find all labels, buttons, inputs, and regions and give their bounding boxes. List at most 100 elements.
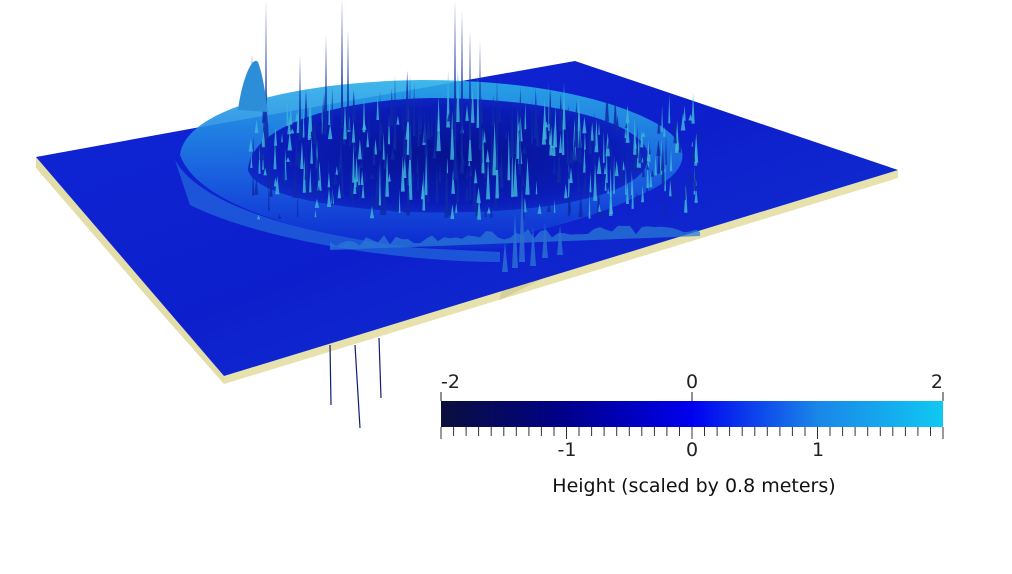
spike bbox=[613, 94, 617, 126]
spike bbox=[474, 168, 478, 184]
spike bbox=[607, 138, 611, 149]
spike bbox=[493, 189, 498, 209]
color-legend: -2 0 2 -1 0 1 Height (scaled by 0.8 mete… bbox=[440, 371, 944, 497]
spike bbox=[340, 0, 344, 128]
spike bbox=[295, 135, 298, 166]
spike bbox=[468, 169, 472, 200]
spike bbox=[302, 156, 306, 193]
spike bbox=[269, 183, 273, 196]
spike bbox=[511, 143, 514, 198]
spike bbox=[604, 175, 607, 191]
spike bbox=[248, 138, 254, 152]
spike bbox=[343, 103, 347, 140]
spike bbox=[385, 152, 389, 197]
spike bbox=[490, 122, 494, 175]
spike bbox=[460, 127, 463, 157]
spike bbox=[472, 167, 477, 211]
spike bbox=[607, 187, 610, 194]
spike bbox=[645, 186, 649, 193]
spike bbox=[640, 130, 644, 148]
spike bbox=[671, 173, 674, 201]
spike bbox=[421, 179, 424, 200]
spike bbox=[268, 176, 270, 211]
spike bbox=[614, 160, 619, 177]
downward-spikes bbox=[329, 337, 382, 429]
spike bbox=[281, 133, 283, 143]
spike bbox=[630, 170, 633, 196]
spike bbox=[263, 151, 267, 174]
spike bbox=[678, 135, 682, 153]
spike bbox=[486, 158, 491, 200]
spike bbox=[577, 160, 580, 192]
spike bbox=[298, 55, 302, 140]
spike bbox=[296, 187, 299, 218]
spike bbox=[376, 94, 379, 120]
spike bbox=[352, 190, 355, 204]
spike bbox=[254, 119, 259, 133]
spike bbox=[525, 157, 530, 195]
spike bbox=[456, 70, 460, 122]
spike bbox=[369, 205, 375, 219]
spike bbox=[590, 121, 594, 141]
spike bbox=[669, 179, 672, 197]
spike bbox=[572, 139, 577, 162]
spike bbox=[387, 118, 391, 127]
spike bbox=[438, 162, 441, 183]
spike bbox=[499, 149, 504, 189]
spike bbox=[495, 75, 499, 170]
spike bbox=[286, 92, 289, 126]
spike bbox=[552, 125, 556, 156]
spike bbox=[663, 167, 667, 172]
spike bbox=[632, 150, 638, 173]
spike bbox=[351, 89, 356, 121]
spike bbox=[468, 128, 472, 161]
spike bbox=[648, 141, 651, 155]
spike bbox=[475, 200, 478, 216]
spike bbox=[624, 127, 627, 139]
spike bbox=[562, 82, 566, 130]
spike bbox=[470, 85, 475, 123]
spike bbox=[646, 140, 651, 162]
spike bbox=[382, 182, 387, 215]
spike bbox=[551, 119, 554, 146]
spike bbox=[602, 130, 605, 163]
spike bbox=[351, 120, 356, 143]
spike bbox=[484, 195, 487, 218]
spike bbox=[615, 115, 620, 132]
spike bbox=[292, 162, 297, 198]
spike bbox=[588, 123, 593, 155]
spike bbox=[313, 118, 317, 142]
spike bbox=[495, 142, 499, 199]
spike bbox=[642, 153, 645, 178]
spike bbox=[683, 169, 686, 200]
spike bbox=[447, 113, 451, 122]
spike bbox=[657, 114, 661, 134]
spike bbox=[548, 85, 552, 124]
colorbar-top-tick-label: 2 bbox=[931, 371, 943, 393]
spike bbox=[453, 123, 458, 180]
spike bbox=[584, 131, 586, 150]
wave-sweep bbox=[175, 160, 500, 262]
spike bbox=[317, 185, 321, 196]
spike bbox=[469, 162, 473, 177]
spike bbox=[352, 141, 355, 183]
spike bbox=[661, 148, 665, 185]
spike bbox=[478, 40, 482, 150]
spike bbox=[422, 170, 426, 211]
spike bbox=[593, 142, 596, 168]
spike bbox=[518, 95, 522, 175]
spike bbox=[466, 166, 469, 179]
spike bbox=[680, 112, 686, 131]
spike bbox=[398, 189, 401, 213]
spike bbox=[583, 167, 587, 189]
spike bbox=[665, 134, 667, 165]
spike bbox=[664, 156, 666, 192]
spike bbox=[302, 105, 305, 138]
spike bbox=[631, 176, 634, 209]
spike bbox=[509, 106, 515, 159]
spike bbox=[512, 213, 518, 268]
spike bbox=[465, 104, 469, 121]
spike bbox=[362, 94, 366, 133]
spike bbox=[691, 93, 695, 124]
